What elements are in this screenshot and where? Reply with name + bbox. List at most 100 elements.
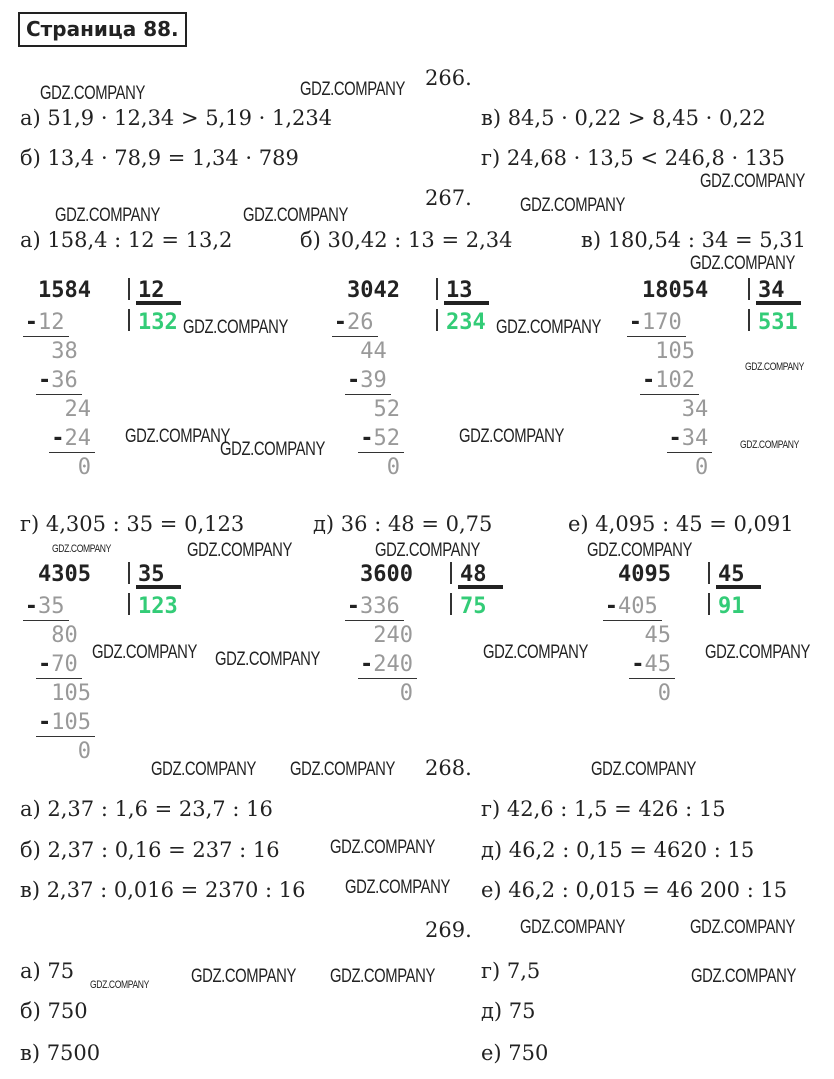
subtrahend: 35: [38, 594, 65, 619]
subtrahend: 36: [51, 368, 78, 393]
subtraction-line: [358, 452, 404, 453]
task-item: г) 4,305 : 35 = 0,123: [20, 512, 245, 536]
watermark: GDZ.COMPANY: [187, 540, 292, 561]
subtrahend: 170: [642, 310, 682, 335]
task-item: а) 2,37 : 1,6 = 23,7 : 16: [20, 797, 273, 821]
subtrahend: 70: [51, 652, 78, 677]
watermark: GDZ.COMPANY: [243, 205, 348, 226]
page-title: Страница 88.: [18, 12, 187, 47]
task-item: г) 42,6 : 1,5 = 426 : 15: [481, 797, 726, 821]
minus-sign: -: [360, 426, 374, 451]
dividend: 3600: [360, 562, 413, 587]
watermark: GDZ.COMPANY: [375, 540, 480, 561]
remainder: 0: [386, 455, 400, 480]
subtrahend: 105: [51, 710, 91, 735]
remainder: 0: [399, 681, 413, 706]
watermark: GDZ.COMPANY: [330, 837, 435, 858]
subtraction-line: [22, 620, 69, 621]
watermark: GDZ.COMPANY: [125, 426, 230, 447]
divisor-underline: [136, 585, 181, 589]
subtrahend: 12: [38, 310, 65, 335]
division-bar: [436, 309, 438, 331]
watermark: GDZ.COMPANY: [483, 642, 588, 663]
quotient: 531: [758, 310, 798, 335]
division-bar: [748, 278, 750, 300]
division-bar: [436, 278, 438, 300]
quotient: 123: [138, 594, 178, 619]
divisor-underline: [136, 301, 181, 305]
watermark: GDZ.COMPANY: [300, 79, 405, 100]
remainder: 240: [373, 623, 413, 648]
watermark: GDZ.COMPANY: [183, 317, 288, 338]
subtraction-line: [345, 394, 391, 395]
watermark: GDZ.COMPANY: [151, 759, 256, 780]
subtrahend: 24: [64, 426, 92, 451]
watermark: GDZ.COMPANY: [330, 966, 435, 987]
remainder: 34: [681, 397, 709, 422]
subtraction-line: [640, 394, 699, 395]
task-item: е) 750: [481, 1041, 549, 1065]
quotient: 75: [460, 594, 487, 619]
minus-sign: -: [642, 368, 656, 393]
watermark: GDZ.COMPANY: [591, 759, 696, 780]
subtraction-line: [49, 452, 95, 453]
watermark: GDZ.COMPANY: [690, 253, 795, 274]
quotient: 91: [718, 594, 745, 619]
remainder: 105: [655, 339, 695, 364]
watermark: GDZ.COMPANY: [40, 83, 145, 104]
remainder: 0: [657, 681, 671, 706]
dividend: 4095: [618, 562, 671, 587]
watermark: GDZ.COMPANY: [520, 195, 625, 216]
division-bar: [708, 562, 710, 584]
remainder: 45: [644, 623, 672, 648]
subtrahend: 45: [644, 652, 672, 677]
task-item: в) 180,54 : 34 = 5,31: [581, 228, 807, 252]
task-item: г) 7,5: [481, 959, 541, 983]
task-item: в) 2,37 : 0,016 = 2370 : 16: [20, 878, 306, 902]
divisor-underline: [756, 301, 801, 305]
subtrahend: 26: [347, 310, 374, 335]
division-bar: [450, 593, 452, 615]
remainder: 52: [373, 397, 401, 422]
subtrahend: 336: [360, 594, 400, 619]
watermark: GDZ.COMPANY: [705, 642, 810, 663]
subtrahend: 102: [655, 368, 695, 393]
watermark: GDZ.COMPANY: [496, 317, 601, 338]
remainder: 0: [695, 455, 709, 480]
minus-sign: -: [631, 652, 645, 677]
watermark: GDZ.COMPANY: [740, 439, 799, 451]
remainder: 0: [77, 455, 91, 480]
dividend: 1584: [38, 278, 91, 303]
minus-sign: -: [38, 710, 52, 735]
remainder: 38: [51, 339, 78, 364]
watermark: GDZ.COMPANY: [90, 979, 149, 991]
quotient: 234: [446, 310, 486, 335]
task-item: а) 51,9 · 12,34 > 5,19 · 1,234: [20, 106, 333, 130]
watermark: GDZ.COMPANY: [745, 361, 804, 373]
task-item: б) 750: [20, 999, 88, 1023]
divisor: 35: [138, 562, 165, 587]
divisor: 13: [446, 278, 473, 303]
task-number-268: 268.: [425, 756, 472, 780]
subtraction-line: [36, 736, 95, 737]
task-item: е) 4,095 : 45 = 0,091: [568, 512, 794, 536]
division-bar: [128, 309, 130, 331]
watermark: GDZ.COMPANY: [191, 966, 296, 987]
minus-sign: -: [604, 594, 618, 619]
division-bar: [128, 593, 130, 615]
task-item: е) 46,2 : 0,015 = 46 200 : 15: [481, 878, 788, 902]
quotient: 132: [138, 310, 178, 335]
task-number-269: 269.: [425, 918, 472, 942]
watermark: GDZ.COMPANY: [290, 759, 395, 780]
subtraction-line: [36, 678, 82, 679]
remainder: 105: [51, 681, 91, 706]
watermark: GDZ.COMPANY: [700, 171, 805, 192]
watermark: GDZ.COMPANY: [345, 877, 450, 898]
subtraction-line: [666, 452, 713, 453]
watermark: GDZ.COMPANY: [220, 439, 325, 460]
divisor-underline: [716, 585, 761, 589]
subtraction-line: [358, 678, 417, 679]
division-bar: [748, 309, 750, 331]
division-bar: [708, 593, 710, 615]
